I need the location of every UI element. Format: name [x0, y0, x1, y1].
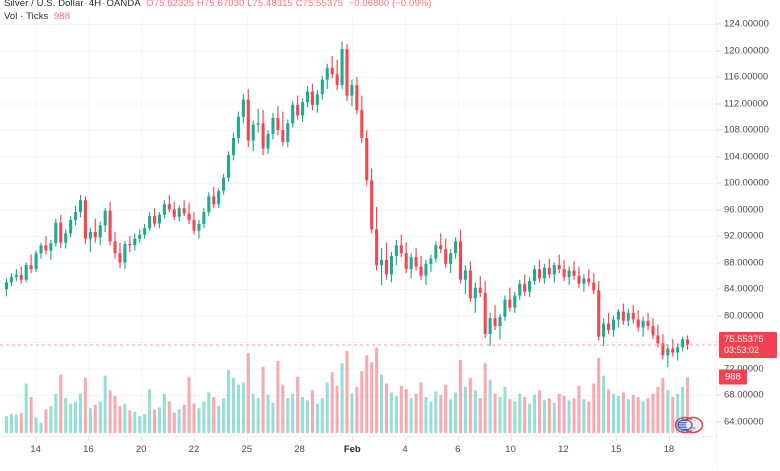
legend-low-label: L: [247, 0, 253, 9]
time-tick-mark: [616, 437, 618, 441]
price-tick-label: 84.00000: [724, 283, 764, 295]
time-tick-mark: [352, 437, 354, 441]
price-tick-label: 68.00000: [724, 389, 764, 401]
time-tick-label: 28: [294, 444, 305, 455]
price-tick-mark: [717, 156, 721, 157]
price-tick-label: 64.00000: [724, 416, 764, 427]
legend-interval[interactable]: 4H: [88, 0, 102, 9]
legend-close-value: 75.55375: [302, 0, 344, 9]
volume-badge[interactable]: 988: [719, 369, 747, 385]
time-tick-mark: [563, 437, 565, 441]
time-tick-label: 25: [241, 444, 253, 455]
current-price-countdown: 03:53:02: [724, 344, 760, 355]
time-tick-mark: [35, 437, 37, 441]
plot-area[interactable]: [0, 16, 716, 436]
time-tick-label: 20: [135, 444, 147, 455]
price-tick-label: 124.00000: [724, 18, 769, 30]
time-tick-label: Feb: [343, 444, 361, 455]
legend-high-label: H: [196, 0, 204, 9]
time-scale[interactable]: 14 16 20 22 25 28 Feb 4 6 10 12 15 18: [0, 436, 716, 471]
time-tick-label: 6: [455, 444, 461, 455]
time-tick-mark: [457, 437, 459, 441]
legend-sep-2: ·: [102, 0, 106, 9]
current-price-value: 75.55375: [724, 333, 764, 345]
legend-open-value: 75.62325: [153, 0, 195, 9]
time-tick-mark: [141, 437, 143, 441]
time-tick-label: 22: [188, 444, 200, 455]
time-tick-mark: [510, 437, 512, 441]
time-tick-mark: [88, 437, 90, 441]
legend-low-value: 75.48315: [252, 0, 293, 9]
price-tick-label: 72.00000: [724, 363, 764, 374]
legend-sep-1: ·: [84, 0, 88, 9]
time-tick-label: 10: [505, 444, 516, 455]
price-tick-mark: [717, 315, 721, 316]
price-tick-mark: [717, 394, 721, 396]
time-tick-mark: [299, 437, 301, 441]
price-tick-mark: [717, 103, 721, 104]
price-tick-label: 92.00000: [724, 230, 764, 242]
legend-exchange: OANDA: [106, 0, 141, 9]
time-tick-label: 14: [30, 444, 41, 455]
legend-high-value: 75.67030: [203, 0, 245, 9]
time-tick-label: 16: [83, 444, 94, 455]
current-price-badge[interactable]: 75.55375 03:53:02: [719, 331, 777, 358]
legend-change: −0.06800 (−0.09%): [348, 0, 432, 9]
legend-symbol-row: Silver / U.S. Dollar·4H·OANDA O75.62325 …: [4, 0, 432, 9]
price-tick-label: 96.00000: [724, 204, 764, 215]
time-tick-label: 12: [558, 444, 569, 455]
price-tick-label: 112.00000: [724, 98, 769, 109]
price-tick-mark: [717, 129, 721, 131]
time-tick-mark: [668, 437, 670, 441]
price-tick-mark: [717, 262, 721, 263]
price-tick-mark: [717, 209, 721, 210]
time-tick-mark: [405, 437, 407, 441]
time-tick-mark: [246, 437, 248, 441]
legend-close-label: C: [295, 0, 303, 9]
time-tick-label: 15: [610, 444, 622, 455]
price-tick-mark: [717, 421, 721, 422]
price-tick-mark: [717, 50, 721, 51]
price-tick-label: 120.00000: [724, 45, 769, 56]
price-tick-mark: [717, 235, 721, 237]
grid-lines: [0, 16, 716, 436]
price-tick-label: 100.00000: [724, 177, 769, 189]
price-tick-mark: [717, 23, 721, 25]
price-tick-label: 80.00000: [724, 310, 764, 321]
legend-symbol[interactable]: Silver / U.S. Dollar: [4, 0, 84, 9]
time-tick-label: 4: [402, 444, 408, 455]
legend-open-label: O: [146, 0, 154, 9]
candlestick-series[interactable]: [0, 16, 716, 436]
price-tick-mark: [717, 368, 721, 369]
time-tick-label: 18: [663, 444, 675, 455]
price-tick-mark: [717, 288, 721, 290]
price-line-overlay: [0, 344, 716, 346]
price-tick-mark: [717, 182, 721, 184]
price-scale[interactable]: 124.00000 120.00000 116.00000 112.00000 108.…: [716, 0, 780, 470]
exchange-logo-icon: L: [674, 416, 704, 434]
price-tick-label: 104.00000: [724, 151, 769, 162]
price-tick-label: 116.00000: [724, 71, 769, 83]
price-tick-mark: [717, 76, 721, 78]
price-tick-label: 88.00000: [724, 257, 764, 268]
svg-text:L: L: [690, 420, 696, 430]
time-tick-mark: [193, 437, 195, 441]
price-tick-label: 108.00000: [724, 124, 769, 136]
